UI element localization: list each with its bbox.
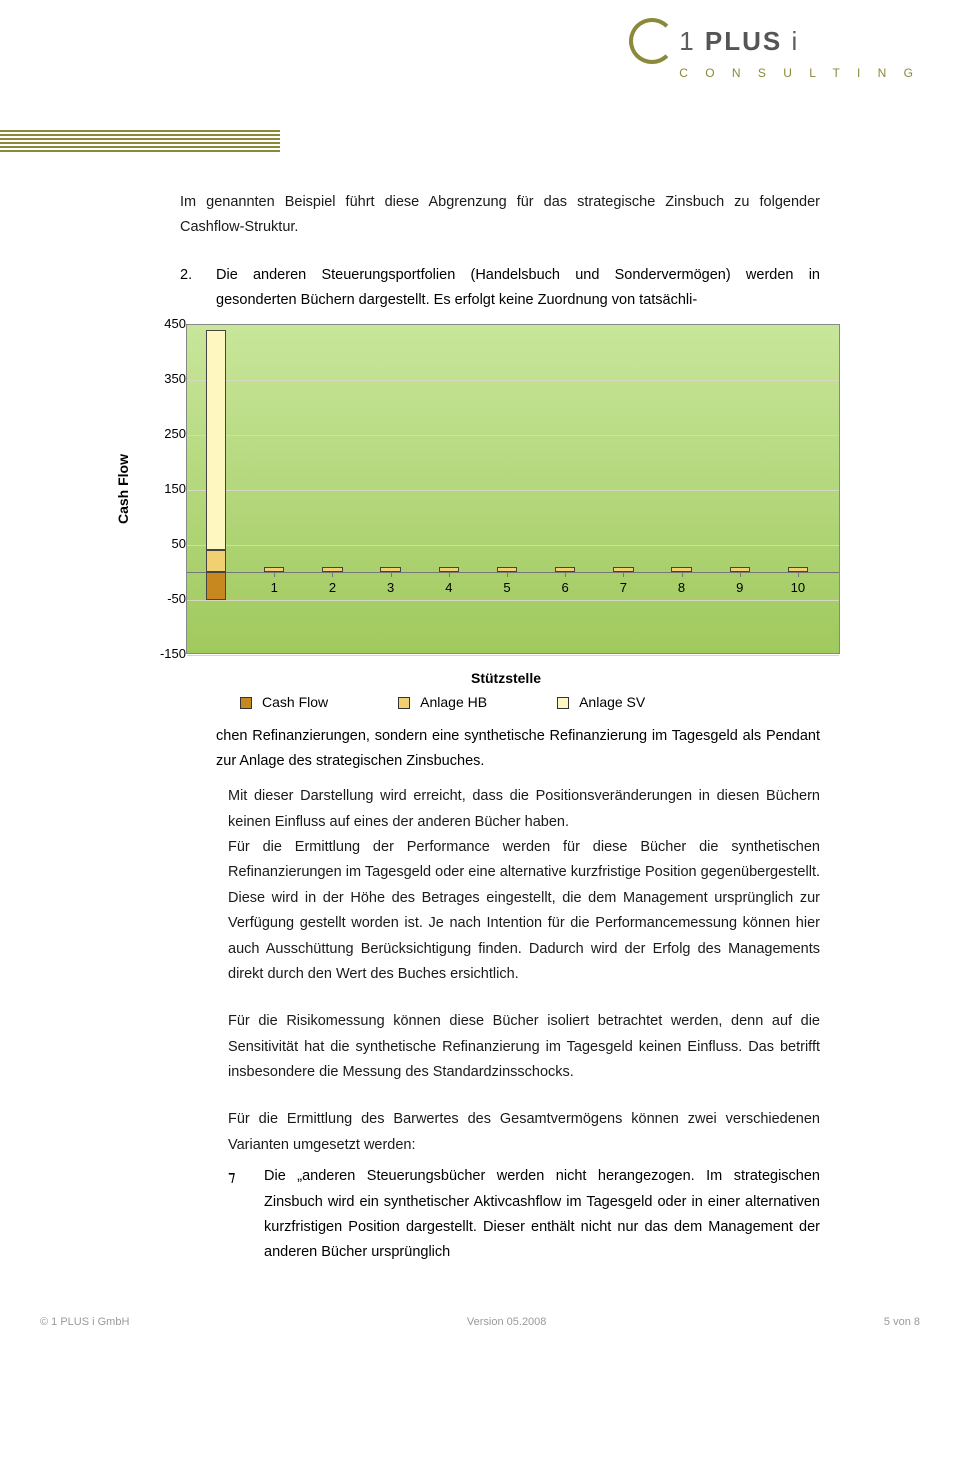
page-header: 1 PLUS i C O N S U L T I N G [0,0,960,160]
bar-anlage-hb [788,567,808,573]
x-tick-label: 5 [503,580,510,595]
list-item-2: 2. Die anderen Steuerungsportfolien (Han… [180,263,820,314]
list-item-2-cont: chen Refinanzierungen, sondern eine synt… [180,724,820,775]
legend-item: Anlage SV [557,694,645,710]
logo-subtitle: C O N S U L T I N G [679,66,920,80]
logo-c-icon [629,18,675,64]
x-tick-label: 1 [271,580,278,595]
list-body-b: chen Refinanzierungen, sondern eine synt… [216,724,820,775]
bar-cash-flow [206,572,226,600]
x-tick-label: 8 [678,580,685,595]
legend-swatch [240,697,252,709]
bar-anlage-hb [322,567,342,573]
chart-plot-area: 012345678910 [186,324,840,654]
chart-yaxis: 45035025015050-50-150 [136,324,186,654]
list-body-a: Die anderen Steuerungsportfolien (Handel… [216,263,820,314]
bar-anlage-hb [730,567,750,573]
list-number: 2. [180,263,198,314]
bar-anlage-hb [555,567,575,573]
bar-anlage-hb [380,567,400,573]
header-rules [0,130,280,154]
page-content: Im genannten Beispiel führt diese Abgren… [0,160,960,1306]
footer-center: Version 05.2008 [467,1316,547,1328]
legend-item: Anlage HB [398,694,487,710]
intro-paragraph: Im genannten Beispiel führt diese Abgren… [180,190,820,241]
bar-anlage-sv [206,330,226,550]
legend-label: Anlage HB [420,694,487,710]
logo-text: 1 PLUS i [679,26,799,57]
legend-label: Anlage SV [579,694,645,710]
bullet-item: ⁊ Die „anderen Steuerungsbücher werden n… [228,1164,820,1266]
x-tick-label: 6 [562,580,569,595]
paragraph-3: Mit dieser Darstellung wird erreicht, da… [228,784,820,835]
x-tick-label: 10 [791,580,805,595]
footer-left: © 1 PLUS i GmbH [40,1316,129,1328]
x-tick-label: 7 [620,580,627,595]
paragraph-5: Für die Risikomessung können diese Büche… [228,1009,820,1085]
bar-anlage-hb [671,567,691,573]
cashflow-chart: Cash Flow 45035025015050-50-150 01234567… [110,324,840,710]
page-footer: © 1 PLUS i GmbH Version 05.2008 5 von 8 [0,1306,960,1348]
legend-label: Cash Flow [262,694,328,710]
x-tick-label: 2 [329,580,336,595]
bar-anlage-hb [497,567,517,573]
legend-swatch [398,697,410,709]
x-tick-label: 9 [736,580,743,595]
bar-anlage-hb [613,567,633,573]
chart-ylabel: Cash Flow [110,324,136,654]
paragraph-4: Für die Ermittlung der Performance werde… [228,835,820,987]
bullet-text: Die „anderen Steuerungsbücher werden nic… [264,1164,820,1266]
x-tick-label: 3 [387,580,394,595]
logo: 1 PLUS i C O N S U L T I N G [629,18,920,80]
chart-legend: Cash Flow Anlage HB Anlage SV [240,694,840,710]
legend-item: Cash Flow [240,694,328,710]
x-tick-label: 4 [445,580,452,595]
bar-anlage-hb [439,567,459,573]
bar-anlage-hb [206,550,226,572]
chart-xlabel: Stützstelle [186,670,826,686]
legend-swatch [557,697,569,709]
paragraph-6: Für die Ermittlung des Barwertes des Ges… [228,1107,820,1158]
footer-right: 5 von 8 [884,1316,920,1328]
bullet-icon: ⁊ [228,1164,242,1266]
bar-anlage-hb [264,567,284,573]
